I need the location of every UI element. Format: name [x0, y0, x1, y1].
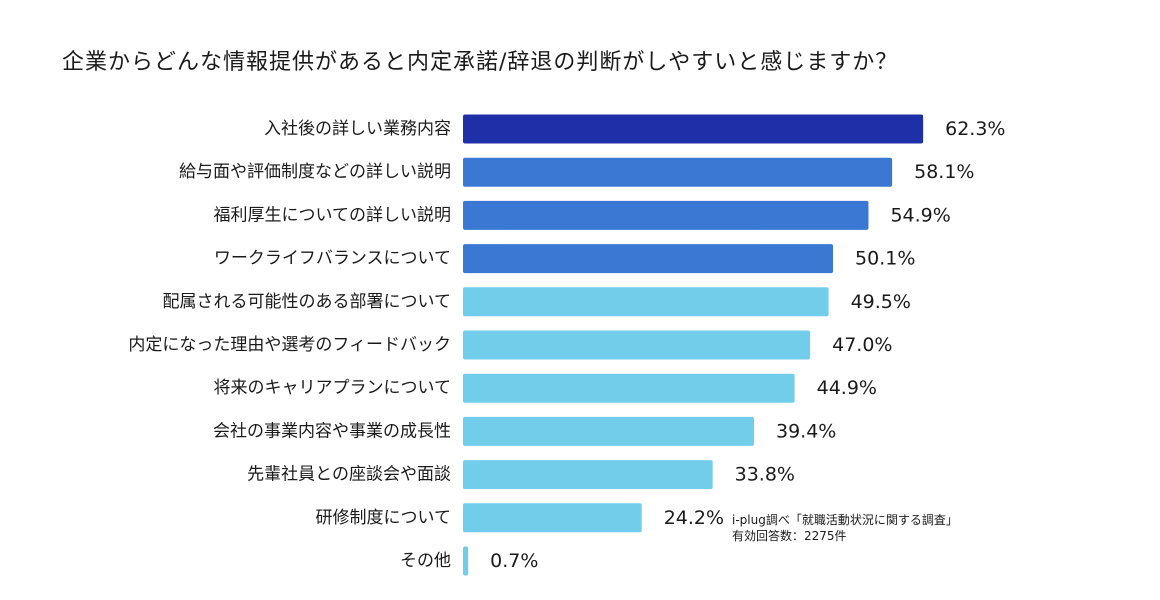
- value-label: 47.0%: [832, 334, 892, 356]
- bar: [463, 373, 795, 403]
- bar: [463, 200, 869, 230]
- source-line-1: i-plug調べ「就職活動状況に関する調査」: [732, 513, 958, 527]
- value-label: 58.1%: [914, 161, 974, 183]
- bar: [463, 546, 469, 576]
- bar: [463, 244, 834, 274]
- chart-title: 企業からどんな情報提供があると内定承諾/辞退の判断がしやすいと感じますか？: [62, 50, 899, 75]
- category-label: 内定になった理由や選考のフィードバック: [128, 335, 451, 355]
- category-label: その他: [400, 551, 451, 571]
- value-label: 39.4%: [776, 420, 836, 442]
- category-label: 将来のキャリアプランについて: [214, 378, 452, 398]
- value-label: 44.9%: [817, 377, 877, 399]
- value-label: 24.2%: [664, 507, 724, 529]
- category-label: 会社の事業内容や事業の成長性: [213, 421, 451, 441]
- bar: [463, 157, 893, 187]
- bar: [463, 503, 642, 533]
- value-label: 62.3%: [945, 118, 1005, 140]
- source-note: i-plug調べ「就職活動状況に関する調査」 有効回答数：2275件: [732, 512, 958, 544]
- bar: [463, 416, 754, 446]
- category-label: 給与面や評価制度などの詳しい説明: [179, 162, 451, 182]
- value-label: 54.9%: [890, 204, 950, 226]
- category-label: 先輩社員との座談会や面談: [247, 465, 451, 485]
- category-label: ワークライフバランスについて: [214, 249, 451, 269]
- bar: [463, 114, 924, 144]
- bar: [463, 287, 829, 317]
- category-label: 福利厚生についての詳しい説明: [214, 205, 452, 225]
- value-label: 33.8%: [735, 464, 795, 486]
- value-label: 49.5%: [851, 291, 911, 313]
- source-line-2: 有効回答数：2275件: [732, 529, 847, 543]
- bar: [463, 460, 713, 490]
- value-label: 0.7%: [490, 550, 538, 572]
- category-label: 配属される可能性のある部署について: [163, 292, 452, 312]
- category-label: 研修制度について: [316, 508, 452, 528]
- value-label: 50.1%: [855, 248, 915, 270]
- bar: [463, 330, 811, 360]
- category-label: 入社後の詳しい業務内容: [264, 119, 451, 139]
